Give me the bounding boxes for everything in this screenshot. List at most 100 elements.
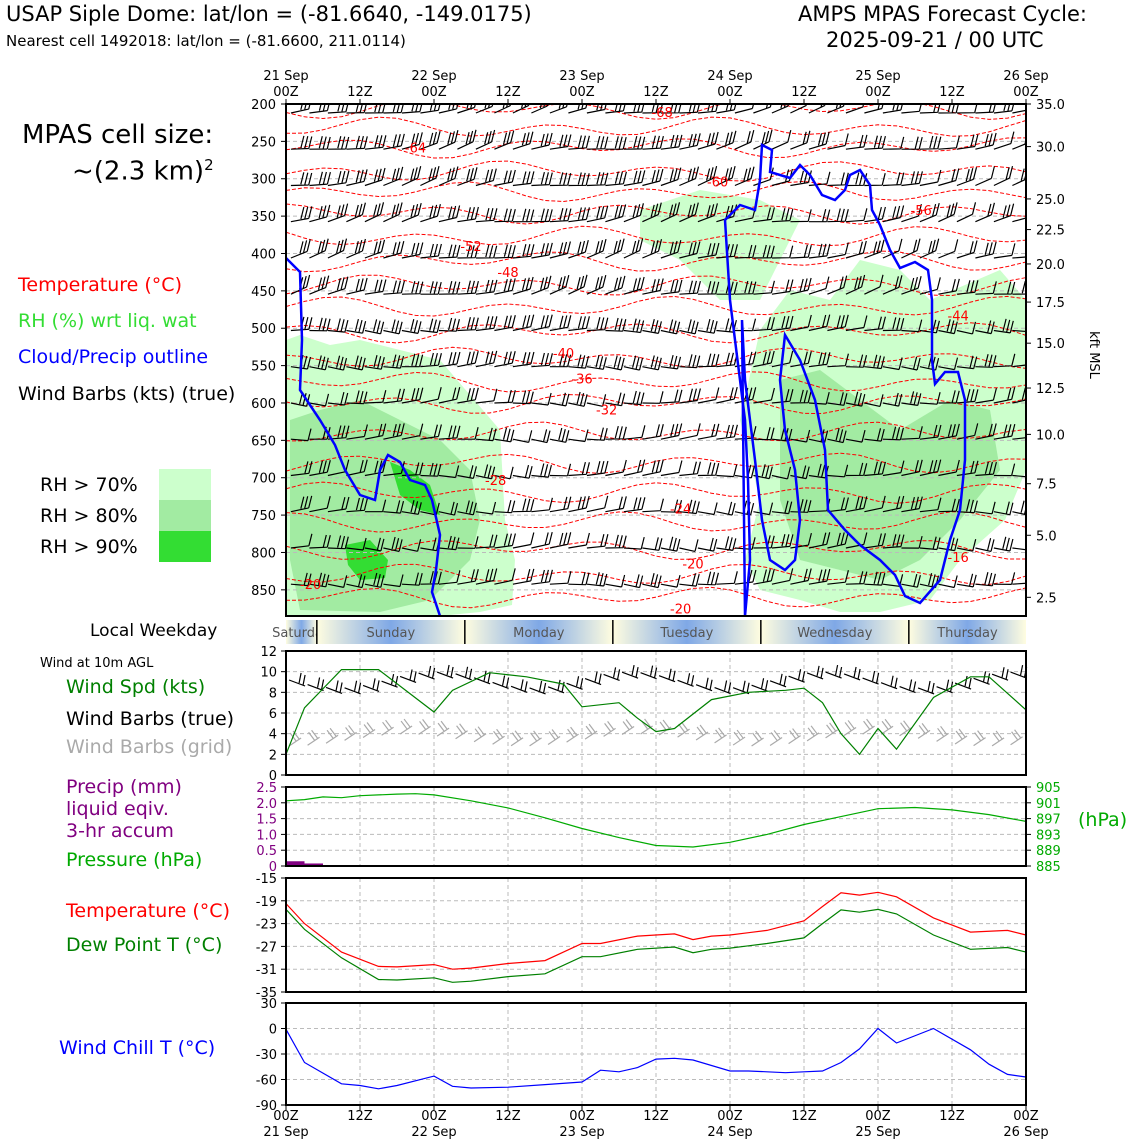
top-tick-date: 25 Sep bbox=[855, 69, 900, 84]
upper-wind-barb bbox=[919, 424, 942, 440]
upper-wind-barb bbox=[919, 497, 942, 513]
temperature-contour-10 bbox=[286, 322, 1026, 344]
upper-wind-barb bbox=[790, 104, 808, 114]
upper-wind-barb bbox=[475, 104, 494, 114]
upper-wind-barb bbox=[512, 276, 534, 295]
upper-wind-barb bbox=[383, 500, 405, 514]
forecast-cycle-label: AMPS MPAS Forecast Cycle: bbox=[798, 2, 1087, 26]
wind-barb-grid bbox=[714, 727, 727, 744]
upper-wind-barb bbox=[457, 387, 479, 404]
cloud-outline-0 bbox=[286, 257, 442, 616]
upper-wind-barb bbox=[586, 572, 608, 587]
upper-wind-barb bbox=[457, 569, 479, 585]
upper-wind-barb bbox=[568, 239, 589, 259]
bottom-tick-date: 23 Sep bbox=[559, 1125, 604, 1140]
upper-wind-barb bbox=[882, 426, 904, 441]
upper-wind-barb bbox=[420, 104, 441, 114]
upper-wind-barb bbox=[771, 389, 794, 404]
upper-wind-barb bbox=[716, 104, 737, 114]
wind-barb-grid bbox=[492, 728, 505, 745]
upper-wind-barb bbox=[697, 242, 720, 259]
upper-wind-barb bbox=[882, 104, 904, 114]
upper-left-tick-label: 300 bbox=[251, 173, 276, 188]
wind-barb-grid bbox=[769, 730, 783, 746]
temperature-contour-4 bbox=[286, 180, 1026, 203]
upper-wind-barb bbox=[494, 499, 516, 514]
upper-wind-barb bbox=[808, 391, 830, 405]
y-tick-label: -35 bbox=[256, 986, 277, 1001]
upper-wind-barb bbox=[660, 354, 682, 370]
wind-barb-grid bbox=[991, 730, 1005, 747]
upper-wind-barb bbox=[1012, 281, 1026, 295]
upper-wind-barb bbox=[364, 460, 387, 477]
y-tick-label: 1.5 bbox=[256, 813, 277, 828]
upper-wind-barb bbox=[938, 135, 960, 150]
upper-wind-barb bbox=[734, 166, 755, 187]
wind-barb-true bbox=[473, 670, 491, 685]
upper-wind-barb bbox=[475, 464, 496, 480]
y-tick-label: 2 bbox=[269, 748, 277, 763]
upper-wind-barb bbox=[993, 423, 1016, 440]
upper-wind-barb bbox=[716, 501, 736, 516]
upper-wind-barb bbox=[716, 244, 738, 259]
wind-barb-grid bbox=[436, 720, 450, 737]
upper-wind-barb bbox=[346, 537, 367, 551]
temperature-contour-8 bbox=[286, 274, 1026, 297]
pressure-line bbox=[285, 793, 1027, 848]
upper-wind-barb bbox=[697, 165, 718, 187]
temperature-contour-label: -20 bbox=[682, 558, 703, 573]
top-tick-date: 22 Sep bbox=[411, 69, 456, 84]
upper-wind-barb bbox=[808, 314, 831, 332]
upper-wind-barb bbox=[901, 356, 921, 371]
upper-wind-barb bbox=[716, 165, 736, 187]
y-tick-label: -23 bbox=[256, 918, 277, 933]
upper-wind-barb bbox=[827, 314, 849, 332]
precip-bar bbox=[304, 863, 323, 866]
wind-barb-grid bbox=[529, 730, 542, 747]
upper-wind-barb bbox=[605, 496, 627, 513]
upper-wind-barb bbox=[290, 428, 312, 442]
wind-barb-grid bbox=[695, 724, 709, 741]
upper-wind-barb bbox=[956, 321, 977, 335]
upper-wind-barb bbox=[716, 464, 738, 478]
upper-wind-barb bbox=[716, 130, 737, 150]
upper-wind-barb bbox=[549, 392, 570, 407]
upper-wind-barb bbox=[660, 536, 681, 552]
wind-barb-grid bbox=[325, 727, 339, 744]
upper-wind-barb bbox=[734, 280, 757, 295]
wind-barb-grid bbox=[344, 725, 357, 741]
upper-wind-barb bbox=[568, 461, 590, 477]
upper-wind-barb bbox=[531, 132, 553, 150]
upper-wind-barb bbox=[549, 172, 572, 187]
upper-wind-barb bbox=[568, 274, 588, 295]
upper-wind-barb bbox=[364, 572, 385, 588]
upper-wind-barb bbox=[716, 424, 738, 440]
wind-barb-true bbox=[325, 680, 343, 695]
upper-wind-barb bbox=[697, 387, 720, 404]
wind-barb-grid bbox=[510, 730, 524, 747]
bottom-tick-hour: 00Z bbox=[569, 1109, 595, 1124]
upper-wind-barb bbox=[512, 464, 533, 479]
upper-wind-barb bbox=[494, 130, 515, 150]
upper-wind-barb bbox=[290, 316, 313, 332]
upper-wind-barb bbox=[568, 316, 590, 332]
upper-wind-barb bbox=[938, 459, 960, 477]
top-tick-hour: 12Z bbox=[347, 85, 373, 100]
upper-wind-barb bbox=[679, 461, 701, 477]
upper-wind-barb bbox=[420, 570, 442, 585]
upper-wind-barb bbox=[549, 353, 572, 368]
wind-barb-grid bbox=[455, 723, 468, 740]
upper-wind-barb bbox=[938, 390, 960, 404]
upper-wind-barb bbox=[790, 429, 811, 443]
upper-wind-barb bbox=[827, 208, 849, 223]
upper-wind-barb bbox=[568, 354, 590, 369]
top-tick-hour: 12Z bbox=[939, 85, 965, 100]
upper-wind-barb bbox=[864, 495, 886, 513]
wind-barb-grid bbox=[732, 729, 746, 746]
upper-wind-barb bbox=[882, 534, 905, 549]
y-tick-label: -30 bbox=[256, 1048, 277, 1063]
rh-shade-4 bbox=[780, 370, 1000, 580]
upper-wind-barb bbox=[623, 536, 645, 550]
legend-cloud-outline: Cloud/Precip outline bbox=[18, 346, 209, 368]
